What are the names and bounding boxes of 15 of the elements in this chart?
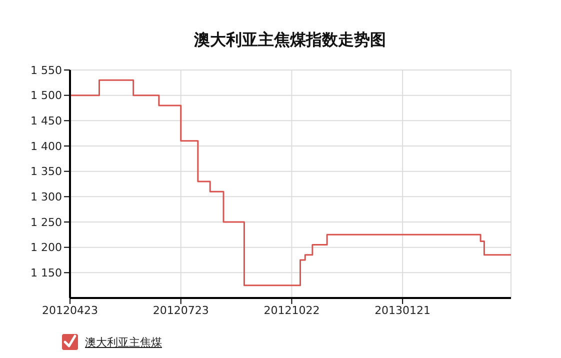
y-tick-label: 1 500 <box>30 89 62 102</box>
y-tick-label: 1 200 <box>30 241 62 254</box>
x-tick-label: 20121022 <box>264 304 320 317</box>
y-tick-label: 1 400 <box>30 140 62 153</box>
legend-label: 澳大利亚主焦煤 <box>85 334 162 350</box>
x-tick-label: 20120723 <box>152 304 209 317</box>
y-tick-label: 1 450 <box>30 114 62 128</box>
x-tick-label: 20130121 <box>374 304 431 317</box>
y-tick-label: 1 550 <box>30 64 62 77</box>
chart-title: 澳大利亚主焦煤指数走势图 <box>193 30 387 51</box>
y-tick-label: 1 350 <box>30 165 62 178</box>
x-tick-label: 20120423 <box>42 304 98 317</box>
y-tick-label: 1 250 <box>30 216 62 229</box>
y-tick-label: 1 300 <box>30 190 62 204</box>
y-tick-label: 1 150 <box>30 266 62 280</box>
